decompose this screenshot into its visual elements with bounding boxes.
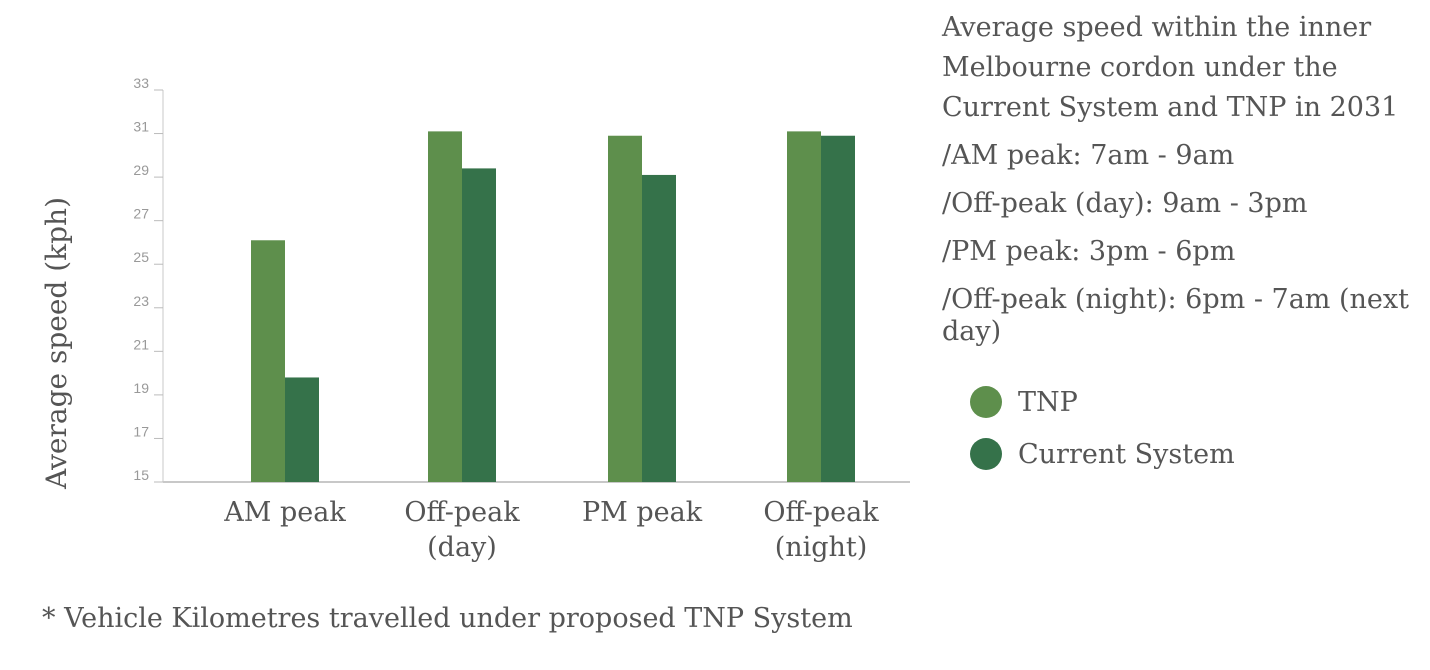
x-category-label: (night) (775, 532, 868, 563)
x-axis-labels: AM peak Off-peak (day) PM peak Off-peak (nigh… (223, 497, 879, 563)
y-tick-label: 27 (133, 206, 149, 222)
bars (251, 131, 855, 482)
legend-item-tnp: TNP (942, 376, 1412, 428)
bar-tnp (787, 131, 821, 482)
x-category-label: Off-peak (763, 497, 879, 528)
y-axis-label: Average speed (kph) (40, 197, 73, 490)
legend-swatch-tnp (970, 386, 1002, 418)
y-tick-label: 31 (133, 119, 149, 135)
y-tick-label: 29 (133, 162, 149, 178)
footnote: * Vehicle Kilometres travelled under pro… (42, 603, 853, 634)
definition-am-peak: /AM peak: 7am - 9am (942, 140, 1235, 171)
bar-current-system (821, 135, 855, 482)
x-category-label: (day) (427, 532, 497, 563)
chart-description: Average speed within the inner Melbourne… (942, 8, 1412, 480)
definition-off-peak-night: /Off-peak (night): 6pm - 7am (next day) (942, 284, 1409, 347)
x-category-label: PM peak (582, 497, 703, 528)
legend-swatch-current-system (970, 438, 1002, 470)
definition-off-peak-day: /Off-peak (day): 9am - 3pm (942, 188, 1308, 219)
x-category-label: Off-peak (404, 497, 520, 528)
y-tick-label: 23 (133, 293, 149, 309)
bar-current-system (642, 174, 676, 482)
bar-tnp (251, 240, 285, 482)
x-category-label: AM peak (223, 497, 346, 528)
y-tick-label: 15 (133, 467, 149, 483)
chart-title: Average speed within the inner Melbourne… (942, 12, 1399, 123)
legend-item-current-system: Current System (942, 428, 1412, 480)
y-tick-label: 25 (133, 249, 149, 265)
legend-label-tnp: TNP (1018, 386, 1078, 418)
bar-tnp (428, 131, 462, 482)
bar-current-system (462, 168, 496, 482)
bar-chart: 15 17 19 21 23 25 27 29 31 33 AM peak Off-peak (day… (40, 75, 910, 563)
y-tick-label: 21 (133, 336, 149, 352)
definition-pm-peak: /PM peak: 3pm - 6pm (942, 236, 1236, 267)
legend: TNP Current System (942, 376, 1412, 480)
bar-current-system (285, 377, 319, 482)
y-tick-label: 17 (133, 423, 149, 439)
y-tick-label: 19 (133, 380, 149, 396)
y-tick-label: 33 (133, 75, 149, 91)
definitions: /AM peak: 7am - 9am /Off-peak (day): 9am… (942, 140, 1412, 348)
legend-label-current-system: Current System (1018, 438, 1235, 470)
bar-tnp (608, 135, 642, 482)
